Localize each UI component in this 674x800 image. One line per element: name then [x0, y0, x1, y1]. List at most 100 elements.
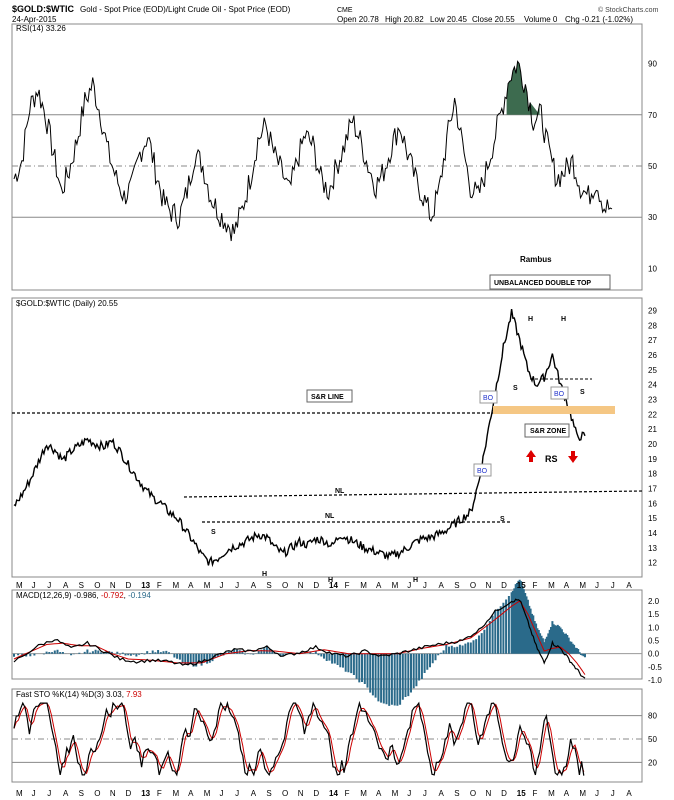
time-axis-label: N	[110, 581, 116, 590]
watermark: © StockCharts.com	[598, 6, 659, 14]
nl-label-1: NL	[335, 488, 345, 495]
time-axis-label: N	[110, 789, 116, 798]
price-tick-label: 23	[648, 395, 657, 404]
time-axis-label: M	[579, 581, 586, 590]
price-tick-label: 21	[648, 425, 657, 434]
macd-tick-label: 1.5	[648, 610, 660, 619]
h-label-top-1: H	[528, 316, 533, 323]
price-tick-label: 15	[648, 514, 657, 523]
bo-box-2	[473, 463, 492, 477]
time-axis-label: J	[32, 581, 36, 590]
sto-tick-label: 20	[648, 758, 657, 767]
nl-label-2: NL	[325, 513, 335, 520]
time-axis-label: M	[392, 581, 399, 590]
time-axis-label: J	[47, 581, 51, 590]
time-axis-label: J	[235, 789, 239, 798]
date-label: 24-Apr-2015	[12, 15, 57, 24]
time-axis-label: O	[94, 581, 100, 590]
time-axis-label: F	[345, 789, 350, 798]
price-tick-label: 19	[648, 455, 657, 464]
sr-line-box	[306, 389, 353, 403]
price-tick-label: 17	[648, 484, 657, 493]
time-axis-label: O	[470, 581, 476, 590]
grid-lines	[12, 114, 642, 763]
time-axis-label: O	[94, 789, 100, 798]
quote-low: Low 20.45	[430, 15, 467, 24]
price-line	[13, 308, 586, 568]
time-axis-label: J	[235, 581, 239, 590]
price-tick-label: 18	[648, 470, 657, 479]
sr-zone-box	[524, 423, 570, 438]
price-annotations: S&R LINE S&R ZONE BO BO BO NL NL S H H H…	[12, 316, 643, 584]
s-label-top-2: S	[580, 389, 585, 396]
time-axis-label: M	[579, 789, 586, 798]
macd-tick-label: -1.0	[648, 676, 662, 685]
time-axis-label: D	[313, 581, 319, 590]
sto-k-line	[13, 700, 585, 777]
time-axis-label: D	[126, 789, 132, 798]
rs-label: RS	[545, 454, 558, 464]
time-axis-label: A	[251, 789, 257, 798]
time-axis-label: M	[360, 789, 367, 798]
time-axis-label: M	[548, 789, 555, 798]
time-axis-label: F	[532, 581, 537, 590]
h-label-3: H	[413, 577, 418, 584]
price-tick-label: 27	[648, 336, 657, 345]
macd-line	[13, 598, 586, 679]
quote-high: High 20.82	[385, 15, 424, 24]
sto-title: Fast STO %K(14) %D(3) 3.03, 7.93	[16, 690, 142, 699]
time-axis-label: A	[188, 789, 194, 798]
time-axis-label: M	[173, 789, 180, 798]
sto-panel-frame	[11, 688, 643, 783]
rsi-fills	[506, 61, 540, 115]
time-axis-label: J	[47, 789, 51, 798]
time-axis-label: A	[63, 789, 69, 798]
price-tick-label: 28	[648, 321, 657, 330]
time-axis-label: N	[298, 789, 304, 798]
price-tick-label: 13	[648, 544, 657, 553]
sr-line-label: S&R LINE	[311, 394, 344, 401]
time-axis-label: J	[423, 789, 427, 798]
rsi-tick-label: 30	[648, 213, 657, 222]
time-axis-label: 14	[329, 789, 338, 798]
rsi-title: RSI(14) 33.26	[16, 24, 66, 33]
time-axis-label: A	[251, 581, 257, 590]
time-axis-label: J	[595, 789, 599, 798]
time-axis-label: N	[298, 581, 304, 590]
price-tick-label: 26	[648, 351, 657, 360]
time-axis-label: J	[595, 581, 599, 590]
time-axis-label: A	[376, 581, 382, 590]
bo-label-2: BO	[477, 468, 488, 475]
s-label-top-1: S	[513, 385, 518, 392]
neckline-upper	[183, 490, 643, 498]
time-axis-label: A	[626, 581, 632, 590]
author-label: Rambus	[520, 255, 552, 264]
series-lines	[13, 60, 613, 777]
time-axis-label: 15	[517, 789, 526, 798]
sr-zone-band	[493, 406, 615, 414]
symbol-description: Gold - Spot Price (EOD)/Light Crude Oil …	[80, 5, 291, 14]
rsi-line	[13, 60, 613, 242]
price-tick-label: 29	[648, 306, 657, 315]
time-axis-label: 13	[141, 581, 150, 590]
price-title: $GOLD:$WTIC (Daily) 20.55	[16, 299, 118, 308]
time-axis-label: M	[16, 789, 23, 798]
time-axis-label: M	[360, 581, 367, 590]
time-axis-label: D	[313, 789, 319, 798]
time-axis-label: M	[204, 789, 211, 798]
price-tick-label: 22	[648, 410, 657, 419]
price-tick-label: 24	[648, 381, 657, 390]
arrow-up-icon	[526, 450, 536, 462]
quote-change: Chg -0.21 (-1.02%)	[565, 15, 633, 24]
time-axis-label: A	[439, 581, 445, 590]
price-panel-frame	[11, 297, 643, 578]
time-axis-label: M	[392, 789, 399, 798]
rsi-panel-frame	[11, 23, 643, 291]
time-axis-label: M	[204, 581, 211, 590]
s-label-right: S	[500, 516, 505, 523]
time-axis-label: A	[564, 581, 570, 590]
time-axis-label: O	[470, 789, 476, 798]
macd-tick-label: -0.5	[648, 663, 662, 672]
rsi-tick-label: 70	[648, 111, 657, 120]
